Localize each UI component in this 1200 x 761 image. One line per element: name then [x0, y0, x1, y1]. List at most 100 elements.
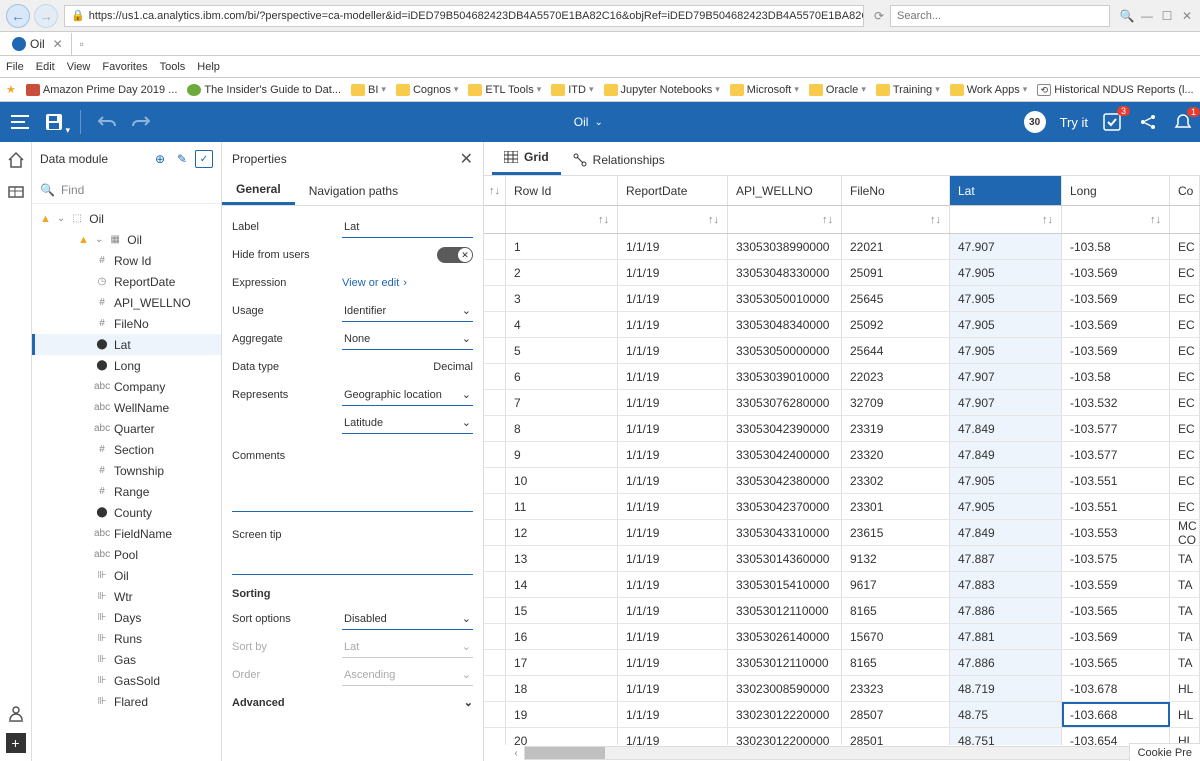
cell[interactable]: EC	[1170, 416, 1200, 441]
tree-item-reportdate[interactable]: ◷ReportDate	[32, 271, 221, 292]
bookmark-star-icon[interactable]: ★	[6, 83, 16, 96]
menu-help[interactable]: Help	[197, 61, 220, 73]
tree-item-company[interactable]: abcCompany	[32, 376, 221, 397]
cell[interactable]: 1/1/19	[618, 494, 728, 519]
share-icon[interactable]	[1136, 110, 1160, 134]
cell[interactable]: 19	[506, 702, 618, 727]
menu-tools[interactable]: Tools	[160, 61, 186, 73]
expression-link[interactable]: View or edit›	[342, 277, 473, 289]
cell[interactable]: 10	[506, 468, 618, 493]
cell[interactable]: -103.569	[1062, 312, 1170, 337]
cell[interactable]: 1/1/19	[618, 416, 728, 441]
cell[interactable]: -103.565	[1062, 598, 1170, 623]
comments-input[interactable]	[232, 472, 473, 512]
filter-cell[interactable]	[1170, 206, 1200, 233]
cell[interactable]: -103.577	[1062, 442, 1170, 467]
cell[interactable]: 1/1/19	[618, 702, 728, 727]
label-input[interactable]: Lat	[342, 217, 473, 238]
cell[interactable]: 16	[506, 624, 618, 649]
table-row[interactable]: 191/1/19330230122200002850748.75-103.668…	[484, 702, 1200, 728]
table-row[interactable]: 101/1/19330530423800002330247.905-103.55…	[484, 468, 1200, 494]
add-button[interactable]: +	[6, 733, 26, 753]
window-close-icon[interactable]: ✕	[1178, 9, 1196, 23]
table-row[interactable]: 71/1/19330530762800003270947.907-103.532…	[484, 390, 1200, 416]
table-row[interactable]: 21/1/19330530483300002509147.905-103.569…	[484, 260, 1200, 286]
tree-item-oil[interactable]: ▲⌄▦Oil	[32, 229, 221, 250]
tree-item-quarter[interactable]: abcQuarter	[32, 418, 221, 439]
cell[interactable]: TA	[1170, 546, 1200, 571]
tree-item-runs[interactable]: ⊪Runs	[32, 628, 221, 649]
cell[interactable]: 23323	[842, 676, 950, 701]
cell[interactable]: TA	[1170, 624, 1200, 649]
cell[interactable]: 1/1/19	[618, 312, 728, 337]
back-button[interactable]: ←	[6, 4, 30, 28]
cell[interactable]: 32709	[842, 390, 950, 415]
cell[interactable]: EC	[1170, 234, 1200, 259]
cell[interactable]: -103.575	[1062, 546, 1170, 571]
menu-edit[interactable]: Edit	[36, 61, 55, 73]
cell[interactable]: 33053014360000	[728, 546, 842, 571]
cell[interactable]: -103.551	[1062, 468, 1170, 493]
window-minimize-icon[interactable]: —	[1138, 9, 1156, 23]
cell[interactable]: 17	[506, 650, 618, 675]
column-header-row-id[interactable]: Row Id	[506, 176, 618, 205]
cell[interactable]: 47.905	[950, 286, 1062, 311]
module-edit-icon[interactable]: ✎	[173, 150, 191, 168]
cell[interactable]: 1/1/19	[618, 520, 728, 545]
cell[interactable]: 25645	[842, 286, 950, 311]
cell[interactable]: 8165	[842, 650, 950, 675]
tree-item-row-id[interactable]: #Row Id	[32, 250, 221, 271]
table-row[interactable]: 91/1/19330530424000002332047.849-103.577…	[484, 442, 1200, 468]
cell[interactable]: 9	[506, 442, 618, 467]
cell[interactable]: TA	[1170, 572, 1200, 597]
cell[interactable]: 47.907	[950, 390, 1062, 415]
browser-tab[interactable]: Oil ✕	[4, 33, 72, 55]
cell[interactable]: -103.678	[1062, 676, 1170, 701]
filter-cell[interactable]: ↑↓	[842, 206, 950, 233]
tree-item-long[interactable]: ⬤Long	[32, 355, 221, 376]
cell[interactable]: HL	[1170, 702, 1200, 727]
cell[interactable]: EC	[1170, 390, 1200, 415]
cell[interactable]: 14	[506, 572, 618, 597]
cell[interactable]: 6	[506, 364, 618, 389]
cell[interactable]: 47.849	[950, 416, 1062, 441]
menu-file[interactable]: File	[6, 61, 24, 73]
cell[interactable]: -103.551	[1062, 494, 1170, 519]
cell[interactable]: 25091	[842, 260, 950, 285]
cell[interactable]: 47.907	[950, 364, 1062, 389]
cell[interactable]: 1/1/19	[618, 650, 728, 675]
cell[interactable]: 12	[506, 520, 618, 545]
column-header-reportdate[interactable]: ReportDate	[618, 176, 728, 205]
cell[interactable]: 33053042390000	[728, 416, 842, 441]
cell[interactable]: 25644	[842, 338, 950, 363]
tree-item-pool[interactable]: abcPool	[32, 544, 221, 565]
tree-item-lat[interactable]: ⬤Lat	[32, 334, 221, 355]
cell[interactable]: 47.905	[950, 494, 1062, 519]
screentip-input[interactable]	[232, 551, 473, 575]
cell[interactable]: 23302	[842, 468, 950, 493]
bookmark-item[interactable]: BI▾	[351, 84, 386, 96]
column-header-co[interactable]: Co	[1170, 176, 1200, 205]
cell[interactable]: 48.719	[950, 676, 1062, 701]
cell[interactable]: 13	[506, 546, 618, 571]
column-header-fileno[interactable]: FileNo	[842, 176, 950, 205]
cell[interactable]: 28507	[842, 702, 950, 727]
properties-close-icon[interactable]: ✕	[460, 149, 473, 169]
bookmark-item[interactable]: The Insider's Guide to Dat...	[187, 84, 341, 96]
filter-cell[interactable]: ↑↓	[950, 206, 1062, 233]
cell[interactable]: 33023012200000	[728, 728, 842, 745]
credits-badge[interactable]: 30	[1024, 111, 1046, 133]
cell[interactable]: EC	[1170, 494, 1200, 519]
notifications-icon[interactable]: 1	[1174, 113, 1192, 131]
tree-item-fieldname[interactable]: abcFieldName	[32, 523, 221, 544]
module-find[interactable]: 🔍 Find	[32, 176, 221, 204]
tab-general[interactable]: General	[222, 176, 295, 205]
tree-item-range[interactable]: #Range	[32, 481, 221, 502]
cell[interactable]: 47.849	[950, 442, 1062, 467]
cell[interactable]: 33053038990000	[728, 234, 842, 259]
tree-item-section[interactable]: #Section	[32, 439, 221, 460]
cell[interactable]: 1/1/19	[618, 572, 728, 597]
cell[interactable]: 47.849	[950, 520, 1062, 545]
tree-item-county[interactable]: ⬤County	[32, 502, 221, 523]
cell[interactable]: 1/1/19	[618, 624, 728, 649]
